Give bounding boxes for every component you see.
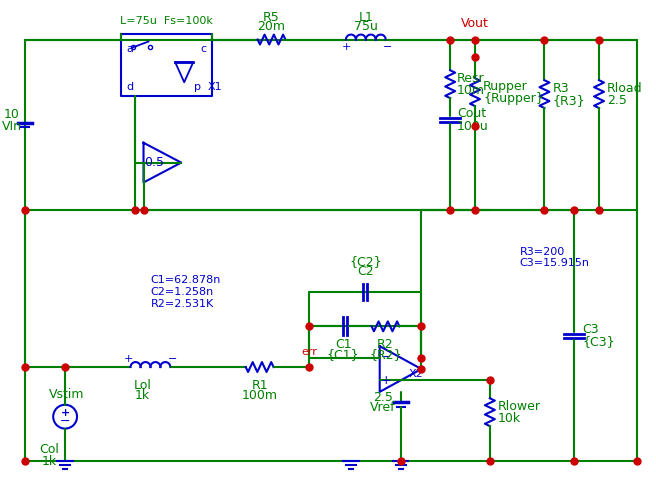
- Text: p: p: [194, 82, 201, 92]
- Text: 1k: 1k: [42, 455, 57, 468]
- Text: X2: X2: [409, 369, 423, 379]
- Text: C3: C3: [582, 323, 599, 336]
- Text: Lol: Lol: [134, 379, 152, 392]
- Text: Vref: Vref: [370, 401, 396, 414]
- Text: R1: R1: [251, 379, 268, 392]
- Text: +: +: [341, 43, 351, 53]
- Text: err: err: [301, 347, 318, 357]
- Text: 2.5: 2.5: [373, 391, 393, 404]
- Text: 100u: 100u: [457, 120, 489, 133]
- Text: +: +: [380, 374, 391, 387]
- Text: −: −: [168, 354, 177, 364]
- Text: Rload: Rload: [607, 82, 643, 95]
- Text: {Rupper}: {Rupper}: [483, 92, 544, 105]
- Text: {C1}: {C1}: [327, 348, 359, 361]
- Text: d: d: [127, 82, 134, 92]
- Text: 0.5: 0.5: [144, 156, 165, 169]
- Text: 1k: 1k: [135, 389, 150, 402]
- Text: L=75u  Fs=100k: L=75u Fs=100k: [120, 15, 213, 26]
- Text: c: c: [200, 43, 206, 54]
- Text: +: +: [60, 408, 70, 418]
- Text: 20m: 20m: [258, 20, 285, 32]
- Text: +: +: [124, 354, 133, 364]
- Text: Vstim: Vstim: [49, 388, 85, 401]
- Text: {C2}: {C2}: [349, 255, 382, 268]
- Text: {R2}: {R2}: [369, 348, 402, 361]
- Text: 10k: 10k: [498, 412, 521, 425]
- Text: R3=200: R3=200: [520, 247, 565, 257]
- Text: X1: X1: [208, 82, 222, 92]
- Text: a: a: [127, 43, 134, 54]
- Text: C2: C2: [357, 265, 374, 278]
- Text: Resr: Resr: [457, 72, 485, 85]
- Text: VIn: VIn: [1, 120, 22, 133]
- Text: Cout: Cout: [457, 108, 486, 120]
- Text: C3=15.915n: C3=15.915n: [520, 258, 590, 268]
- Text: 2.5: 2.5: [607, 94, 627, 107]
- Text: L1: L1: [358, 11, 373, 24]
- Text: C2=1.258n: C2=1.258n: [150, 286, 214, 297]
- Text: Vout: Vout: [461, 16, 489, 29]
- Text: 10: 10: [3, 109, 20, 121]
- Text: R2: R2: [377, 338, 394, 351]
- Text: Col: Col: [39, 443, 59, 456]
- Text: {R3}: {R3}: [552, 94, 585, 107]
- Text: R3: R3: [552, 82, 569, 95]
- Text: −: −: [380, 351, 391, 364]
- Text: R5: R5: [263, 11, 280, 24]
- Text: 10m: 10m: [457, 84, 485, 97]
- Text: C1=62.878n: C1=62.878n: [150, 275, 221, 284]
- Text: 75u: 75u: [354, 20, 378, 32]
- Text: R2=2.531K: R2=2.531K: [150, 298, 214, 309]
- Text: {C3}: {C3}: [582, 335, 615, 348]
- Text: −: −: [60, 415, 70, 428]
- Text: Rupper: Rupper: [483, 80, 527, 93]
- Text: C1: C1: [335, 338, 352, 351]
- Text: Rlower: Rlower: [498, 400, 541, 413]
- Text: −: −: [383, 43, 392, 53]
- Text: 100m: 100m: [241, 389, 277, 402]
